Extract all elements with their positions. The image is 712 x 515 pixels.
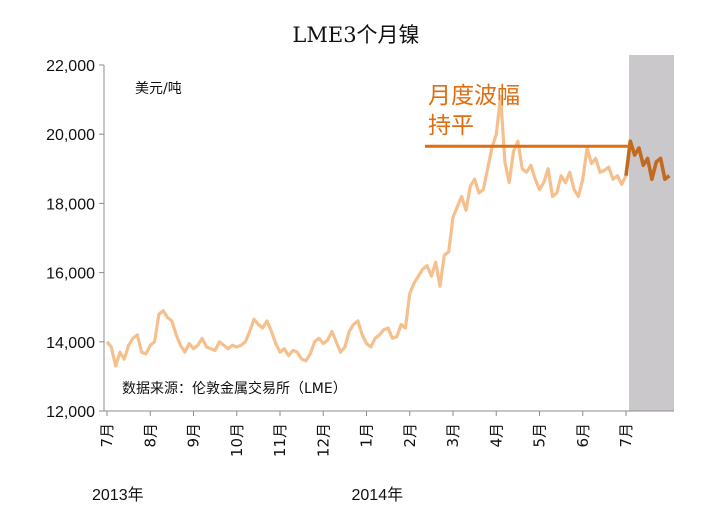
- x-tick-label: 2月: [401, 423, 419, 448]
- x-tick-label: 5月: [531, 423, 549, 448]
- x-tick-label: 12月: [314, 423, 332, 457]
- y-tick-label: 16,000: [46, 266, 95, 283]
- annotation-text-line2: 持平: [428, 113, 474, 139]
- x-tick-label: 9月: [185, 423, 203, 448]
- year-label: 2013年: [92, 486, 144, 504]
- unit-label: 美元/吨: [135, 81, 182, 97]
- recent-period-highlight: [629, 55, 674, 411]
- x-tick-label: 6月: [574, 423, 592, 448]
- x-axis: 7月 8月 9月 10月 11月 12月 1月 2月 3月 4月 5月 6月 7月: [98, 410, 674, 457]
- x-tick-label: 10月: [228, 423, 246, 457]
- y-tick-label: 22,000: [46, 58, 95, 75]
- y-tick-label: 12,000: [46, 404, 95, 421]
- y-tick-label: 14,000: [46, 335, 95, 352]
- x-tick-label: 1月: [358, 423, 376, 448]
- x-tick-label: 3月: [444, 423, 462, 448]
- x-tick-label: 11月: [271, 423, 289, 457]
- year-labels: 2013年 2014年: [92, 486, 403, 504]
- y-tick-label: 18,000: [46, 196, 95, 213]
- x-tick-label: 7月: [617, 423, 635, 448]
- series-line-history: [105, 94, 628, 368]
- source-note: 数据来源：伦敦金属交易所（LME）: [122, 380, 347, 397]
- y-tick-label: 20,000: [46, 127, 95, 144]
- series-line-recent: [624, 139, 671, 181]
- chart-title: LME3个月镍: [292, 23, 419, 47]
- x-tick-label: 8月: [141, 423, 159, 448]
- year-label: 2014年: [352, 486, 404, 504]
- x-tick-label: 7月: [98, 423, 116, 448]
- annotation-text-line1: 月度波幅: [428, 83, 520, 109]
- y-axis: 12,000 14,000 16,000 18,000 20,000 22,000: [46, 58, 105, 421]
- x-tick-label: 4月: [487, 423, 505, 448]
